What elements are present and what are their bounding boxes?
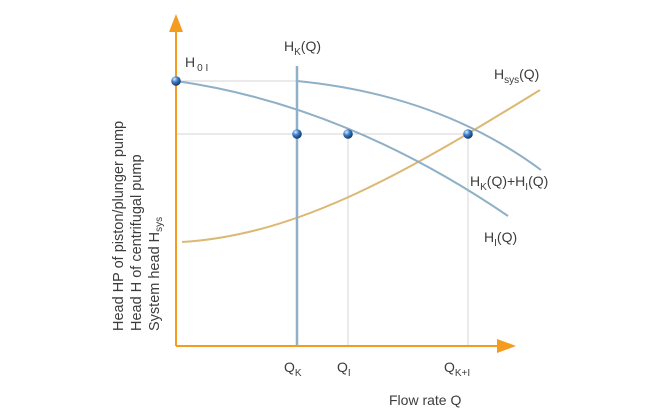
label-hkhi-tail: (Q) [528,173,548,189]
y-axis-label-piston: Head HP of piston/plunger pump [111,121,127,331]
label-hi-main: H [484,229,494,245]
label-hi: HI(Q) [484,229,517,249]
tick-qk-sub: K [295,368,302,379]
y-axis-label-system-main: System head H [147,232,163,331]
label-hk-main: H [284,38,294,54]
y-axis-label-system-sub: sys [154,217,165,232]
tick-qi-sub: I [348,368,351,379]
marker-qi [343,129,353,139]
system-head-curve [181,89,541,243]
label-hsys: Hsys(Q) [494,66,539,86]
label-hkhi-sub1: K [480,182,487,193]
y-axis-label-system: System head Hsys [147,217,165,331]
hi-curve [175,80,509,217]
tick-qi: QI [337,359,351,379]
label-h0-main: H [185,54,195,70]
tick-qkl: QK+I [444,359,470,379]
label-hk-tail: (Q) [301,38,321,54]
x-axis-label: Flow rate Q [389,392,461,408]
label-hkhi-sub2: I [525,182,528,193]
marker-h01 [171,76,181,86]
label-hsys-sub: sys [504,75,519,86]
tick-qk: QK [284,359,302,379]
marker-hk [292,129,302,139]
y-axis-label-centrifugal: Head H of centrifugal pump [129,154,145,331]
hk-plus-hi-curve [296,80,542,171]
label-hsys-tail: (Q) [519,66,539,82]
label-h0-sub: 0 I [197,63,208,74]
label-hsys-main: H [494,66,504,82]
label-hk-plus-hi: HK(Q)+HI(Q) [470,173,548,193]
x-axis-arrow [497,339,516,353]
marker-operating-point [463,129,473,139]
tick-qkl-main: Q [444,359,455,375]
label-hk-sub: K [294,47,301,58]
label-hkhi-mid: (Q)+H [487,173,526,189]
label-hk: HK(Q) [284,38,321,58]
tick-qk-main: Q [284,359,295,375]
label-hi-sub: I [494,238,497,249]
label-hi-tail: (Q) [497,229,517,245]
label-hkhi-main1: H [470,173,480,189]
tick-qkl-sub: K+I [455,368,470,379]
y-axis-arrow [169,14,183,32]
tick-qi-main: Q [337,359,348,375]
